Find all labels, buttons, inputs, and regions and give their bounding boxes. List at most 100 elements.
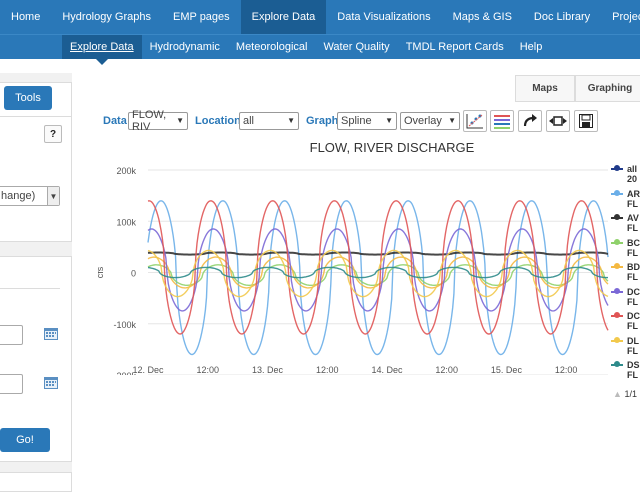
tab-maps[interactable]: Maps <box>515 75 575 102</box>
legend-sublabel: FL <box>627 370 638 380</box>
y-tick-label: 0 <box>131 269 136 279</box>
help-button[interactable]: ? <box>44 125 62 143</box>
chevron-down-icon: ▼ <box>287 116 295 125</box>
nav-item-hydrology-graphs[interactable]: Hydrology Graphs <box>62 11 151 23</box>
graph-mode-value: Overlay <box>404 115 442 127</box>
chevron-down-icon: ▼ <box>176 116 184 125</box>
flow-chart: 200k 100k 0 -100k -200k cfs 12. Dec 12:00 13. De… <box>98 166 609 375</box>
chart-title: FLOW, RIVER DISCHARGE <box>309 140 475 155</box>
parameter-select[interactable]: hange) ▼ <box>0 186 60 206</box>
legend-marker <box>614 361 620 367</box>
subnav-item-help[interactable]: Help <box>519 41 543 53</box>
location-select-value: all <box>243 115 255 127</box>
legend-sublabel: 20 <box>627 174 638 184</box>
series-line-dl <box>147 249 609 298</box>
chevron-down-icon: ▼ <box>47 187 59 205</box>
legend-marker <box>614 214 620 220</box>
data-select[interactable]: FLOW, RIV ▼ <box>128 109 188 133</box>
y-axis-title: cfs <box>98 266 105 278</box>
legend-marker <box>614 165 620 171</box>
nav-item-maps-gis[interactable]: Maps & GIS <box>452 11 512 23</box>
chevron-down-icon: ▼ <box>448 116 456 125</box>
calendar-icon[interactable] <box>44 328 58 340</box>
legend-sublabel: FL <box>627 272 638 282</box>
legend-label: AV <box>627 213 639 223</box>
legend-label: DC <box>627 311 640 321</box>
x-tick-label: 12:00 <box>316 365 339 375</box>
legend-marker <box>614 189 620 196</box>
legend-label: DS <box>627 360 640 370</box>
legend-sublabel: FL <box>627 223 638 233</box>
x-tick-label: 12:00 <box>435 365 458 375</box>
legend-sublabel: FL <box>627 321 638 331</box>
graph-label: Graph <box>306 115 339 127</box>
subnav-item-meteorological[interactable]: Meteorological <box>235 41 308 53</box>
nav-item-data-visualizations[interactable]: Data Visualizations <box>337 11 431 23</box>
legend-pager[interactable]: ▲ 1/1 <box>613 389 637 399</box>
y-tick-label: -100k <box>113 320 136 330</box>
legend-label: AR <box>627 188 640 199</box>
chevron-down-icon: ▼ <box>385 116 393 125</box>
left-card-footer <box>0 472 72 492</box>
divider <box>0 116 72 117</box>
legend-label: DC <box>627 286 640 297</box>
subnav-item-tmdl-report-cards[interactable]: TMDL Report Cards <box>405 41 504 53</box>
divider <box>0 288 60 289</box>
legend-marker <box>614 312 620 318</box>
x-tick-label: 13. Dec <box>252 365 284 375</box>
nav-item-home[interactable]: Home <box>11 11 41 23</box>
legend-label: BC <box>627 237 640 248</box>
legend-label: BD <box>627 262 640 272</box>
series-line-bd <box>147 256 609 289</box>
x-tick-label: 12:00 <box>196 365 219 375</box>
data-select-value: FLOW, RIV <box>132 109 167 133</box>
location-label: Location <box>195 115 241 127</box>
tab-graphing[interactable]: Graphing <box>575 75 640 102</box>
legend-marker <box>614 238 620 245</box>
redo-arrow-icon[interactable] <box>518 110 542 132</box>
left-card-bottom <box>0 256 72 462</box>
y-tick-label: 100k <box>116 217 136 227</box>
end-date-input[interactable] <box>0 374 23 394</box>
scatter-plot-icon[interactable] <box>463 110 487 132</box>
legend-label: DL <box>627 335 639 346</box>
subnav-item-explore-data[interactable]: Explore Data <box>62 35 142 65</box>
calendar-icon[interactable] <box>44 377 58 389</box>
graph-mode-select[interactable]: Overlay ▼ <box>400 112 460 130</box>
legend-marker <box>614 263 620 269</box>
fit-width-icon[interactable] <box>546 110 570 132</box>
tools-button[interactable]: Tools <box>4 86 52 110</box>
series-line-av <box>147 251 609 256</box>
location-select[interactable]: all ▼ <box>239 112 299 130</box>
go-button[interactable]: Go! <box>0 428 50 452</box>
legend-page: 1/1 <box>624 389 637 399</box>
legend-sublabel: FL <box>627 296 638 307</box>
legend-marker <box>614 336 620 343</box>
series-line-dc <box>147 200 609 335</box>
multi-line-icon[interactable] <box>490 110 514 132</box>
sub-nav: Explore Data Hydrodynamic Meteorological Wa… <box>0 34 640 65</box>
legend-sublabel: FL <box>627 345 638 356</box>
legend-sublabel: FL <box>627 198 638 209</box>
legend-pager-up-icon[interactable]: ▲ <box>613 389 622 399</box>
graph-type-select[interactable]: Spline ▼ <box>337 112 397 130</box>
start-date-input[interactable] <box>0 325 23 345</box>
nav-item-doc-library[interactable]: Doc Library <box>533 11 591 23</box>
legend-sublabel: FL <box>627 247 638 258</box>
data-label: Data <box>103 115 127 127</box>
nav-item-explore-data[interactable]: Explore Data <box>240 0 327 34</box>
series-line-ds <box>147 266 608 279</box>
parameter-select-value: hange) <box>1 190 36 202</box>
nav-item-projects[interactable]: Projects <box>612 11 640 23</box>
y-tick-label: -200k <box>113 371 136 375</box>
y-tick-label: 200k <box>116 166 136 176</box>
save-icon[interactable] <box>574 110 598 132</box>
nav-item-emp-pages[interactable]: EMP pages <box>173 11 230 23</box>
legend-label: all <box>627 164 638 174</box>
x-tick-label: 14. Dec <box>371 365 403 375</box>
x-tick-label: 12:00 <box>555 365 578 375</box>
subnav-item-water-quality[interactable]: Water Quality <box>323 41 390 53</box>
x-tick-label: 15. Dec <box>491 365 523 375</box>
x-tick-label: 12. Dec <box>132 365 164 375</box>
subnav-item-hydrodynamic[interactable]: Hydrodynamic <box>149 41 220 53</box>
